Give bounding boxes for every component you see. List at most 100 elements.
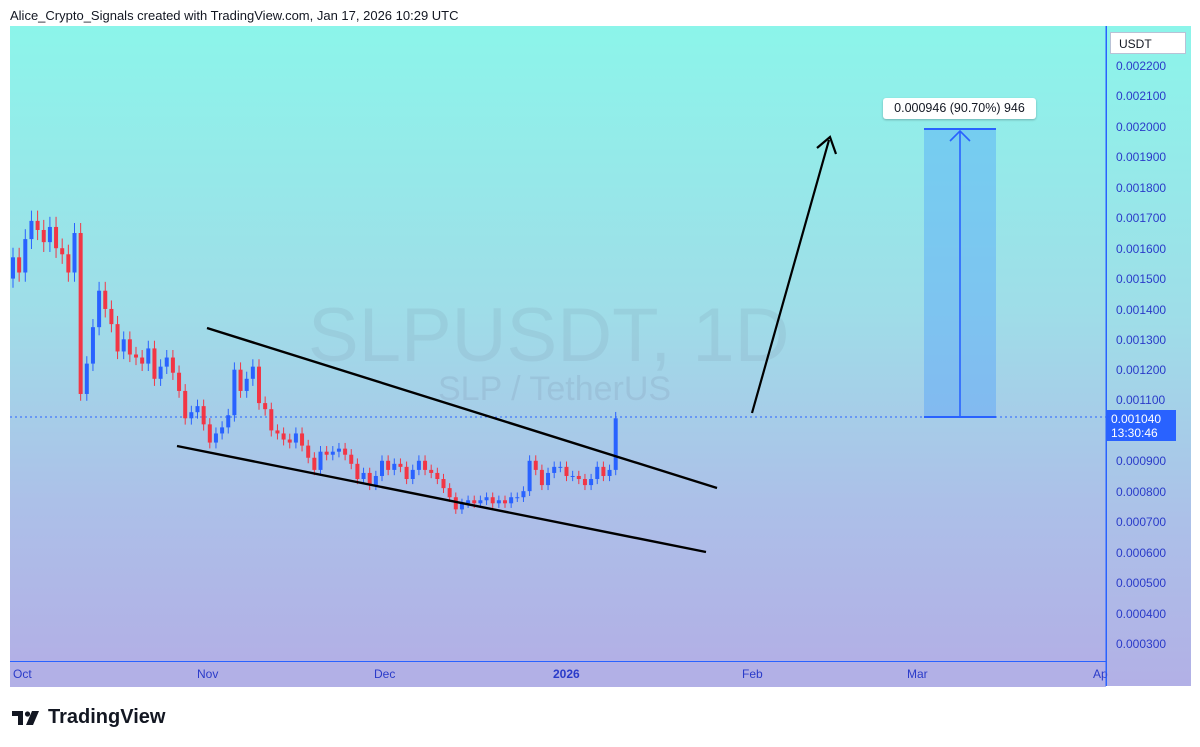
candle-body[interactable] bbox=[109, 308, 114, 325]
candle-body[interactable] bbox=[300, 433, 305, 446]
price-axis[interactable] bbox=[1106, 26, 1191, 686]
candle-body[interactable] bbox=[140, 357, 145, 364]
candle-body[interactable] bbox=[503, 500, 507, 504]
candle-body[interactable] bbox=[134, 354, 138, 358]
candle-body[interactable] bbox=[459, 503, 464, 510]
candle-body[interactable] bbox=[220, 427, 225, 434]
candle-body[interactable] bbox=[392, 463, 397, 470]
candle-body[interactable] bbox=[552, 466, 557, 473]
candle-body[interactable] bbox=[355, 463, 360, 480]
candle-body[interactable] bbox=[484, 497, 489, 501]
candle-body[interactable] bbox=[416, 460, 421, 470]
candle-body[interactable] bbox=[54, 226, 59, 249]
candle-body[interactable] bbox=[201, 406, 206, 425]
candle-body[interactable] bbox=[244, 378, 249, 391]
candle-body[interactable] bbox=[441, 479, 446, 489]
candle-body[interactable] bbox=[490, 497, 495, 504]
candle-body[interactable] bbox=[213, 433, 218, 443]
candle-body[interactable] bbox=[509, 497, 514, 504]
candle-body[interactable] bbox=[318, 451, 323, 470]
candle-body[interactable] bbox=[164, 357, 169, 367]
candle-body[interactable] bbox=[373, 475, 378, 486]
candle-body[interactable] bbox=[386, 460, 391, 470]
candle-body[interactable] bbox=[146, 348, 151, 364]
candle-body[interactable] bbox=[177, 372, 182, 391]
candle-body[interactable] bbox=[127, 339, 132, 355]
candle-body[interactable] bbox=[207, 424, 212, 443]
candle-body[interactable] bbox=[607, 469, 612, 476]
candle-body[interactable] bbox=[576, 475, 581, 480]
candle-body[interactable] bbox=[11, 257, 15, 279]
candle-body[interactable] bbox=[349, 454, 354, 464]
candle-body[interactable] bbox=[539, 469, 544, 486]
candle-body[interactable] bbox=[343, 448, 348, 455]
candle-body[interactable] bbox=[324, 451, 329, 455]
candle-body[interactable] bbox=[263, 403, 268, 410]
price-range-measure[interactable] bbox=[924, 128, 996, 418]
candle-body[interactable] bbox=[35, 220, 40, 230]
candle-body[interactable] bbox=[152, 348, 157, 379]
candle-body[interactable] bbox=[66, 254, 71, 273]
candles[interactable] bbox=[11, 210, 618, 514]
candle-body[interactable] bbox=[453, 497, 458, 510]
candle-body[interactable] bbox=[546, 472, 551, 486]
candle-body[interactable] bbox=[527, 460, 532, 492]
candle-body[interactable] bbox=[41, 229, 46, 243]
candle-body[interactable] bbox=[72, 233, 77, 273]
candle-body[interactable] bbox=[533, 460, 538, 470]
candle-body[interactable] bbox=[429, 469, 434, 473]
candle-body[interactable] bbox=[47, 226, 52, 243]
candle-body[interactable] bbox=[238, 369, 243, 391]
candle-body[interactable] bbox=[17, 257, 22, 273]
candle-body[interactable] bbox=[496, 500, 501, 504]
tradingview-logo[interactable]: TradingView bbox=[12, 706, 165, 729]
candle-body[interactable] bbox=[521, 491, 526, 498]
candle-body[interactable] bbox=[23, 239, 28, 273]
candle-body[interactable] bbox=[158, 366, 163, 379]
candle-body[interactable] bbox=[558, 466, 563, 468]
candle-body[interactable] bbox=[183, 390, 188, 419]
candle-body[interactable] bbox=[595, 466, 600, 480]
candle-body[interactable] bbox=[398, 463, 403, 467]
candle-body[interactable] bbox=[423, 460, 428, 470]
candle-body[interactable] bbox=[361, 472, 366, 480]
candle-body[interactable] bbox=[121, 339, 126, 352]
candle-body[interactable] bbox=[564, 466, 569, 476]
candle-body[interactable] bbox=[60, 248, 65, 255]
candle-body[interactable] bbox=[410, 469, 415, 480]
candle-body[interactable] bbox=[281, 433, 286, 440]
currency-unit-button[interactable]: USDT bbox=[1110, 32, 1186, 54]
chart-pane[interactable] bbox=[10, 26, 1106, 661]
candle-body[interactable] bbox=[90, 327, 95, 364]
projection-arrow[interactable] bbox=[750, 135, 838, 414]
candle-body[interactable] bbox=[103, 290, 108, 309]
candle-body[interactable] bbox=[515, 497, 520, 499]
candle-body[interactable] bbox=[312, 457, 317, 470]
candle-body[interactable] bbox=[447, 488, 452, 498]
lower-trendline[interactable] bbox=[176, 444, 707, 554]
candle-body[interactable] bbox=[226, 415, 231, 428]
time-axis[interactable] bbox=[10, 661, 1106, 687]
candle-body[interactable] bbox=[257, 366, 261, 404]
candle-body[interactable] bbox=[189, 412, 194, 419]
candle-body[interactable] bbox=[29, 220, 34, 240]
candle-body[interactable] bbox=[367, 472, 372, 486]
candle-body[interactable] bbox=[195, 406, 200, 413]
candle-body[interactable] bbox=[269, 409, 274, 431]
candle-body[interactable] bbox=[478, 500, 483, 504]
candle-body[interactable] bbox=[466, 500, 471, 504]
candle-body[interactable] bbox=[589, 479, 594, 486]
candle-body[interactable] bbox=[570, 475, 575, 477]
candle-body[interactable] bbox=[115, 324, 120, 352]
candle-body[interactable] bbox=[380, 460, 384, 476]
candle-body[interactable] bbox=[404, 466, 409, 480]
candle-body[interactable] bbox=[582, 479, 587, 486]
candle-body[interactable] bbox=[435, 472, 440, 480]
candle-body[interactable] bbox=[250, 366, 255, 379]
candle-body[interactable] bbox=[601, 466, 606, 476]
candle-body[interactable] bbox=[293, 433, 298, 443]
candle-body[interactable] bbox=[170, 357, 175, 373]
candle-body[interactable] bbox=[78, 233, 83, 394]
candle-body[interactable] bbox=[84, 363, 89, 394]
candle-body[interactable] bbox=[97, 290, 102, 328]
